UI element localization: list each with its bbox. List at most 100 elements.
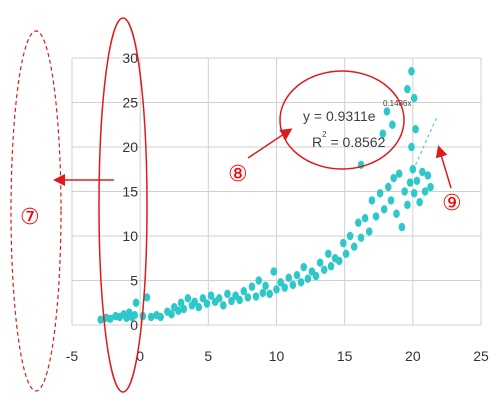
data-point xyxy=(259,288,267,298)
data-point xyxy=(380,205,388,214)
data-point xyxy=(350,242,358,251)
data-point xyxy=(416,197,423,207)
x-tick-label: 15 xyxy=(337,348,353,364)
data-point xyxy=(281,283,288,292)
data-point xyxy=(203,299,211,308)
y-tick-label: 10 xyxy=(122,228,138,244)
data-point xyxy=(406,178,414,187)
data-point xyxy=(157,312,164,322)
data-point xyxy=(421,187,429,196)
data-point xyxy=(297,278,305,287)
annotation-label-7: ⑦ xyxy=(20,205,40,230)
y-tick-label: 5 xyxy=(130,273,138,289)
data-point xyxy=(320,265,328,275)
annotation-label-9: ⑨ xyxy=(442,191,462,216)
data-point xyxy=(395,169,403,178)
data-point xyxy=(143,293,151,302)
data-point xyxy=(207,291,215,300)
data-point xyxy=(255,276,263,285)
data-point xyxy=(376,189,384,198)
annotation-label-8: ⑧ xyxy=(228,162,248,187)
data-point xyxy=(409,165,417,174)
data-point xyxy=(131,311,139,320)
data-point xyxy=(389,120,396,129)
data-point xyxy=(387,196,395,205)
data-point xyxy=(215,294,223,303)
data-point xyxy=(248,282,256,291)
data-point xyxy=(408,67,415,76)
data-point xyxy=(312,271,320,281)
data-point xyxy=(413,176,421,186)
data-point xyxy=(340,238,347,248)
data-point xyxy=(404,84,411,94)
annotation-ellipse-7-dashed xyxy=(10,30,62,392)
data-point xyxy=(270,267,278,276)
data-point xyxy=(262,281,269,291)
x-tick-label: -5 xyxy=(66,348,79,364)
data-point xyxy=(419,167,426,177)
data-point xyxy=(191,297,198,307)
data-point xyxy=(184,294,192,303)
data-point xyxy=(97,315,104,324)
data-point xyxy=(384,182,392,192)
y-tick-label: 25 xyxy=(122,95,138,111)
data-point xyxy=(300,262,308,272)
data-point xyxy=(342,249,350,258)
data-point xyxy=(266,289,273,299)
data-point xyxy=(277,278,284,287)
annotation-arrow-8 xyxy=(247,128,293,159)
data-point xyxy=(361,214,369,223)
y-tick-label: 20 xyxy=(122,139,138,155)
data-point xyxy=(285,273,293,283)
data-point xyxy=(168,310,175,319)
data-point xyxy=(335,256,343,266)
data-point xyxy=(355,218,362,227)
data-point xyxy=(304,274,312,283)
data-point xyxy=(368,196,376,205)
trendline xyxy=(415,115,438,166)
data-point xyxy=(273,285,280,294)
data-point xyxy=(398,222,406,232)
data-point xyxy=(372,212,380,221)
data-points xyxy=(97,67,434,324)
x-tick-label: 20 xyxy=(405,348,421,364)
data-point xyxy=(401,187,408,196)
data-point xyxy=(228,296,235,306)
data-point xyxy=(252,292,260,301)
trend-r-squared-exp: 2 xyxy=(322,130,327,139)
data-point xyxy=(408,142,415,152)
data-point xyxy=(325,249,332,258)
data-point xyxy=(393,209,400,218)
trend-equation: y = 0.9311e xyxy=(303,108,376,124)
y-tick-label: 15 xyxy=(122,184,138,200)
y-tick-label: 0 xyxy=(130,317,138,333)
x-tick-labels: -5 0 5 10 15 20 25 xyxy=(66,348,489,364)
x-tick-label: 25 xyxy=(473,348,489,364)
data-point xyxy=(132,298,140,307)
data-point xyxy=(390,173,398,183)
y-tick-label: 30 xyxy=(122,50,138,66)
data-point xyxy=(379,129,387,138)
data-point xyxy=(289,280,297,290)
data-point xyxy=(244,293,252,302)
annotation-ellipse-y-axis xyxy=(98,17,148,393)
data-point xyxy=(357,233,365,242)
data-point xyxy=(293,270,301,280)
data-point xyxy=(427,182,434,192)
data-point xyxy=(240,286,248,296)
annotation-arrow-9 xyxy=(435,145,452,189)
data-point xyxy=(175,306,182,315)
data-point xyxy=(404,200,411,210)
data-point xyxy=(224,289,231,299)
data-point xyxy=(412,125,419,134)
data-point xyxy=(147,312,155,322)
trend-equation-exponent: 0.1486x xyxy=(383,99,411,108)
data-point xyxy=(327,262,335,271)
x-tick-label: 0 xyxy=(136,348,144,364)
trend-r-squared-prefix: R xyxy=(312,134,322,150)
data-point xyxy=(177,298,185,307)
y-tick-labels: 0 5 10 15 20 25 30 xyxy=(122,50,138,333)
annotation-ellipse-equation xyxy=(279,70,405,170)
x-tick-label: 5 xyxy=(204,348,212,364)
